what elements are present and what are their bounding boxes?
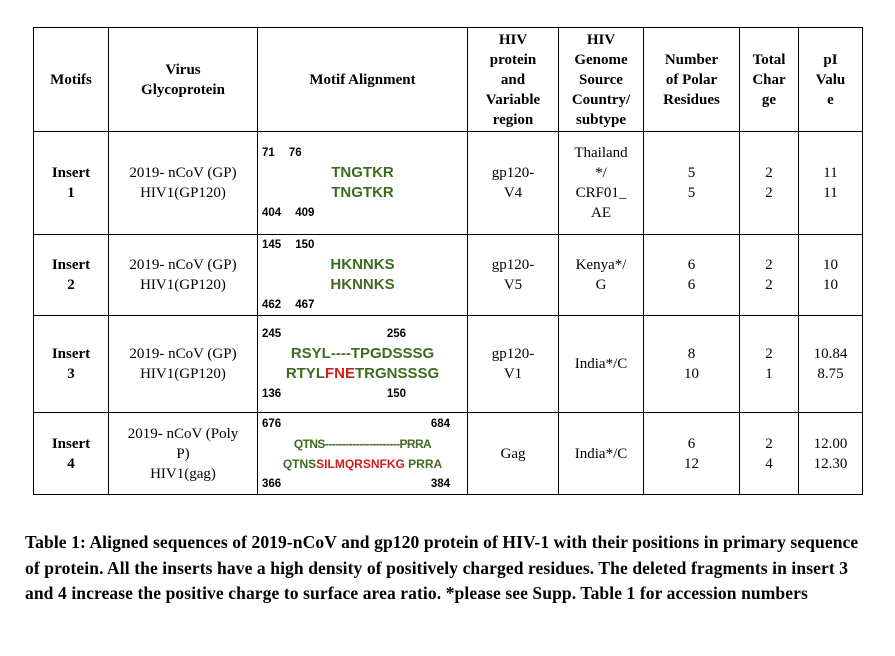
pi-cell: 10 10 <box>798 234 863 316</box>
table-row: Insert 2 2019- nCoV (GP) HIV1(GP120) 145 15… <box>33 234 863 316</box>
pi-cell: 12.00 12.30 <box>798 412 863 495</box>
country-cell: Thailand */CRF01_ AE <box>558 131 644 235</box>
alignment-cell: 676 684 QTNS----------------------PRRA QT… <box>257 412 468 495</box>
header-virus-glycoprotein: Virus Glycoprotein <box>108 27 258 132</box>
header-hiv-genome: HIV Genome Source Country/subtype <box>558 27 644 132</box>
motif-cell: Insert 3 <box>33 315 109 413</box>
table-row: Insert 1 2019- nCoV (GP) HIV1(GP120) 71 76 … <box>33 131 863 235</box>
alignment-cell: 71 76 TNGTKR TNGTKR 404 409 <box>257 131 468 235</box>
alignment-cell: 245 256 RSYL----TPGDSSSG RTYLFNETRGNSSSG … <box>257 315 468 413</box>
pi-cell: 10.84 8.75 <box>798 315 863 413</box>
header-polar-residues: Number of Polar Residues <box>643 27 740 132</box>
hiv-sequence: QTNSSILMQRSNFKG PRRA <box>282 456 443 471</box>
inserted-fragment: FNE <box>324 365 355 382</box>
header-motifs: Motifs <box>33 27 109 132</box>
header-motif-alignment: Motif Alignment <box>257 27 468 132</box>
country-cell: Kenya*/G <box>558 234 644 316</box>
hiv-sequence: HKNNKS <box>330 276 395 293</box>
ncov-sequence: RSYL----TPGDSSSG <box>290 345 435 362</box>
polar-cell: 8 10 <box>643 315 740 413</box>
alignment-cell: 145 150 HKNNKS HKNNKS 462 467 <box>257 234 468 316</box>
table-row: Insert 4 2019- nCoV (Poly P) HIV1(gag) 676 6… <box>33 412 863 495</box>
inserted-fragment: SILMQRSNFKG <box>316 456 405 471</box>
ncov-sequence: TNGTKR <box>331 164 394 181</box>
header-pi-value: pI Valu e <box>798 27 863 132</box>
ncov-sequence: QTNS----------------------PRRA <box>293 436 432 451</box>
sequence-alignment-table: Motifs Virus Glycoprotein Motif Alignment… <box>33 27 863 495</box>
glycoprotein-cell: 2019- nCoV (GP) HIV1(GP120) <box>108 315 258 413</box>
glycoprotein-cell: 2019- nCoV (GP) HIV1(GP120) <box>108 234 258 316</box>
table-row: Insert 3 2019- nCoV (GP) HIV1(GP120) 245 25… <box>33 315 863 413</box>
country-cell: India*/C <box>558 315 644 413</box>
header-hiv-protein: HIV protein and Variable region <box>467 27 559 132</box>
hiv-region-cell: gp120- V4 <box>467 131 559 235</box>
hiv-region-cell: Gag <box>467 412 559 495</box>
glycoprotein-cell: 2019- nCoV (Poly P) HIV1(gag) <box>108 412 258 495</box>
hiv-sequence: RTYLFNETRGNSSSG <box>285 365 440 382</box>
pi-cell: 11 11 <box>798 131 863 235</box>
hiv-region-cell: gp120- V1 <box>467 315 559 413</box>
hiv-region-cell: gp120- V5 <box>467 234 559 316</box>
header-row: Motifs Virus Glycoprotein Motif Alignment… <box>33 27 863 132</box>
hiv-sequence: TNGTKR <box>331 184 394 201</box>
glycoprotein-cell: 2019- nCoV (GP) HIV1(GP120) <box>108 131 258 235</box>
ncov-sequence: HKNNKS <box>330 256 395 273</box>
motif-cell: Insert 1 <box>33 131 109 235</box>
header-total-charge: Total Char ge <box>739 27 799 132</box>
motif-cell: Insert 4 <box>33 412 109 495</box>
motif-cell: Insert 2 <box>33 234 109 316</box>
table-caption: Table 1: Aligned sequences of 2019-nCoV … <box>25 532 859 603</box>
country-cell: India*/C <box>558 412 644 495</box>
polar-cell: 6 12 <box>643 412 740 495</box>
